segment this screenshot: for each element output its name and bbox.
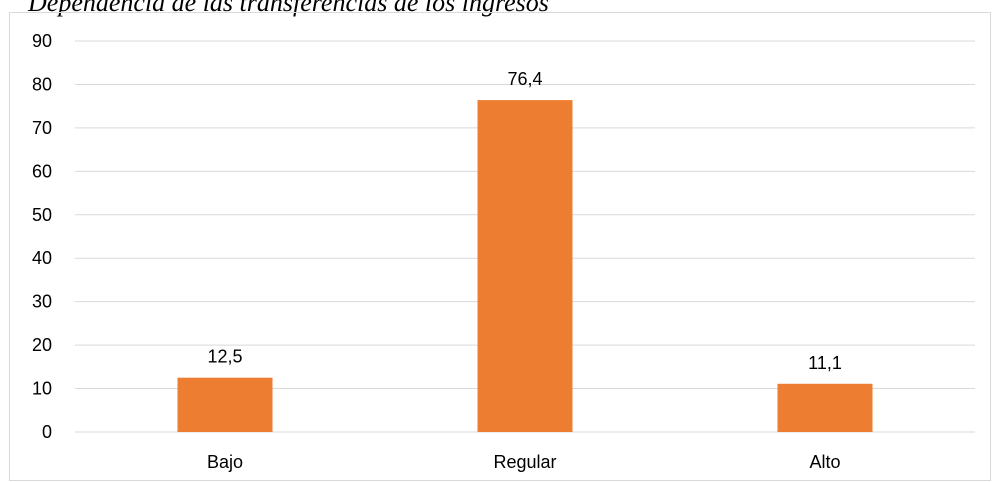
bar-regular xyxy=(477,100,573,432)
y-tick-label: 70 xyxy=(32,118,52,138)
category-label: Alto xyxy=(809,452,840,472)
bars xyxy=(177,100,873,432)
data-label: 11,1 xyxy=(808,353,842,373)
category-label: Regular xyxy=(493,452,556,472)
x-axis-categories: Bajo Regular Alto xyxy=(207,452,841,472)
bar-bajo xyxy=(177,377,273,432)
y-axis-ticks: 0 10 20 30 40 50 60 70 80 90 xyxy=(32,31,52,442)
y-tick-label: 30 xyxy=(32,292,52,312)
y-tick-label: 0 xyxy=(42,422,52,442)
data-label: 12,5 xyxy=(207,347,242,367)
chart-area-border xyxy=(9,12,991,481)
y-tick-label: 80 xyxy=(32,74,52,94)
y-tick-label: 90 xyxy=(32,31,52,51)
data-labels: 12,5 76,4 11,1 xyxy=(207,69,841,373)
y-tick-label: 40 xyxy=(32,248,52,268)
data-label: 76,4 xyxy=(507,69,542,89)
y-tick-label: 20 xyxy=(32,335,52,355)
bar-alto xyxy=(777,383,873,432)
y-tick-label: 60 xyxy=(32,161,52,181)
category-label: Bajo xyxy=(207,452,243,472)
y-tick-label: 10 xyxy=(32,379,52,399)
y-tick-label: 50 xyxy=(32,205,52,225)
